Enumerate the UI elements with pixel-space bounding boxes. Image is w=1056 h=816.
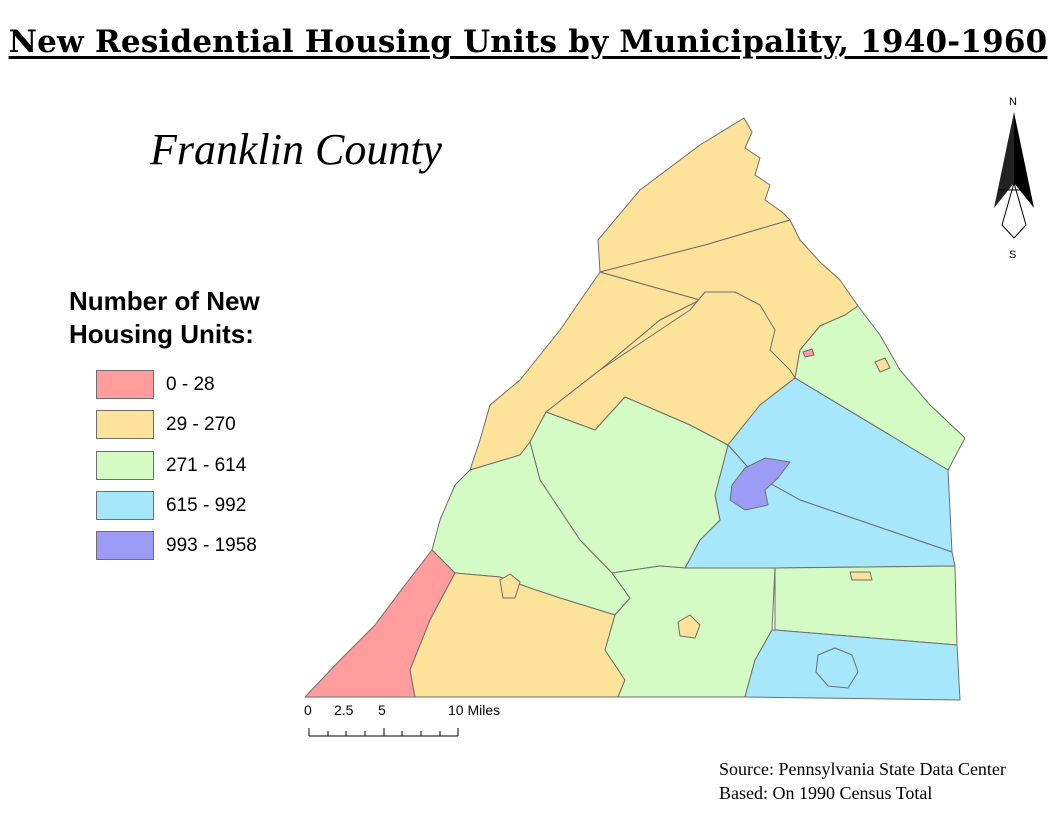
borough-outline-east — [815, 647, 859, 689]
borough-small-1 — [499, 573, 521, 599]
borough-small-5 — [802, 348, 815, 358]
legend: 0 - 28 29 - 270 271 - 614 615 - 992 993 … — [96, 370, 257, 571]
scale-label-2-5: 2.5 — [334, 702, 354, 718]
legend-item-615-992: 615 - 992 — [96, 490, 257, 531]
legend-label: 0 - 28 — [166, 374, 215, 395]
legend-swatch — [96, 450, 154, 480]
legend-label: 29 - 270 — [166, 414, 236, 436]
legend-item-29-270: 29 - 270 — [96, 410, 257, 450]
borough-small-3 — [849, 571, 873, 581]
legend-swatch — [96, 490, 154, 520]
legend-title-line2: Housing Units: — [69, 319, 254, 349]
scale-label-10-miles: 10 Miles — [448, 702, 501, 718]
borough-small-4 — [874, 357, 891, 373]
legend-swatch — [96, 410, 154, 440]
legend-swatch — [96, 531, 154, 561]
legend-swatch — [96, 370, 154, 399]
compass-north-label: N — [1009, 96, 1017, 108]
municipality-northern-ridge — [597, 117, 791, 273]
scale-bar — [308, 728, 459, 737]
legend-item-271-614: 271 - 614 — [96, 450, 257, 491]
compass-south-label: S — [1009, 249, 1017, 261]
legend-label: 615 - 992 — [166, 494, 247, 516]
municipality-central-borough — [729, 457, 791, 511]
borough-small-2 — [677, 614, 701, 639]
legend-item-993-1958: 993 - 1958 — [96, 531, 257, 571]
scale-label-0: 0 — [304, 702, 312, 718]
scale-label-5: 5 — [378, 702, 386, 718]
map-title: New Residential Housing Units by Municip… — [8, 24, 1048, 60]
legend-label: 993 - 1958 — [166, 535, 257, 557]
north-arrow-icon — [994, 112, 1034, 239]
legend-title: Number of New Housing Units: — [69, 285, 329, 351]
source-basis-line: Based: On 1990 Census Total — [719, 783, 933, 803]
source-note: Source: Pennsylvania State Data Center B… — [719, 757, 1006, 805]
county-name: Franklin County — [150, 125, 443, 174]
legend-title-line1: Number of New — [69, 286, 260, 316]
legend-label: 271 - 614 — [166, 454, 247, 476]
legend-item-0-28: 0 - 28 — [96, 370, 257, 410]
source-line: Source: Pennsylvania State Data Center — [719, 759, 1006, 779]
